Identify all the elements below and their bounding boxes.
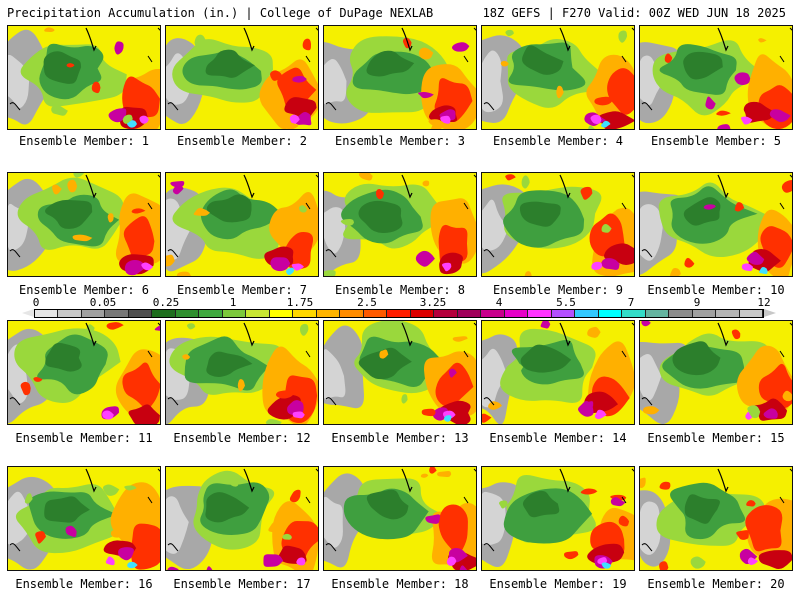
member-map-14 xyxy=(481,320,635,425)
member-label: Ensemble Member: 11 xyxy=(15,431,153,445)
member-label: Ensemble Member: 3 xyxy=(334,134,466,148)
colorbar-swatch xyxy=(410,310,435,317)
member-map-2 xyxy=(165,25,319,130)
colorbar-swatch xyxy=(105,310,129,317)
colorbar-swatch xyxy=(598,310,623,317)
member-map-13 xyxy=(323,320,477,425)
colorbar-tick-label: 2.5 xyxy=(357,296,377,309)
member-label: Ensemble Member: 6 xyxy=(18,283,150,297)
colorbar-swatch xyxy=(645,310,670,317)
member-map-5 xyxy=(639,25,793,130)
colorbar-right-arrow xyxy=(764,309,776,317)
colorbar-swatch xyxy=(199,310,223,317)
member-map-12 xyxy=(165,320,319,425)
colorbar-swatch xyxy=(669,310,693,317)
colorbar-tick-label: 1.75 xyxy=(286,296,314,309)
member-label: Ensemble Member: 10 xyxy=(647,283,785,297)
member-map-10 xyxy=(639,172,793,277)
chart-title: Precipitation Accumulation (in.) | Colle… xyxy=(7,6,434,20)
colorbar-swatch xyxy=(246,310,270,317)
colorbar-tick-label: 0.05 xyxy=(89,296,117,309)
member-map-19 xyxy=(481,466,635,571)
colorbar-swatch xyxy=(128,310,153,317)
member-label: Ensemble Member: 19 xyxy=(489,577,627,591)
member-label: Ensemble Member: 1 xyxy=(18,134,150,148)
member-label: Ensemble Member: 20 xyxy=(647,577,785,591)
colorbar-tick-label: 5.5 xyxy=(556,296,576,309)
member-label: Ensemble Member: 12 xyxy=(173,431,311,445)
member-map-9 xyxy=(481,172,635,277)
member-label: Ensemble Member: 16 xyxy=(15,577,153,591)
colorbar-tick-label: 0.25 xyxy=(152,296,180,309)
colorbar-swatch xyxy=(152,310,176,317)
colorbar-swatch xyxy=(387,310,411,317)
colorbar-swatch xyxy=(716,310,740,317)
colorbar-swatch xyxy=(58,310,82,317)
member-map-17 xyxy=(165,466,319,571)
colorbar-swatch xyxy=(504,310,529,317)
colorbar-swatch xyxy=(622,310,646,317)
colorbar-swatch xyxy=(434,310,458,317)
colorbar-swatch xyxy=(81,310,106,317)
colorbar-swatch xyxy=(363,310,388,317)
member-label: Ensemble Member: 2 xyxy=(176,134,308,148)
colorbar-tick-label: 3.25 xyxy=(419,296,447,309)
member-map-15 xyxy=(639,320,793,425)
member-label: Ensemble Member: 7 xyxy=(176,283,308,297)
colorbar-swatch xyxy=(340,310,364,317)
member-map-11 xyxy=(7,320,161,425)
member-label: Ensemble Member: 17 xyxy=(173,577,311,591)
colorbar-tick-label: 7 xyxy=(627,296,635,309)
colorbar-swatch xyxy=(175,310,200,317)
member-label: Ensemble Member: 8 xyxy=(334,283,466,297)
member-label: Ensemble Member: 9 xyxy=(492,283,624,297)
member-map-6 xyxy=(7,172,161,277)
member-map-16 xyxy=(7,466,161,571)
member-map-1 xyxy=(7,25,161,130)
colorbar-tick-label: 12 xyxy=(757,296,771,309)
colorbar-swatch xyxy=(575,310,599,317)
member-map-4 xyxy=(481,25,635,130)
member-label: Ensemble Member: 5 xyxy=(650,134,782,148)
member-map-3 xyxy=(323,25,477,130)
colorbar-swatch xyxy=(528,310,552,317)
colorbar xyxy=(34,309,764,318)
member-map-7 xyxy=(165,172,319,277)
model-run-info: 18Z GEFS | F270 Valid: 00Z WED JUN 18 20… xyxy=(482,6,786,20)
member-label: Ensemble Member: 15 xyxy=(647,431,785,445)
colorbar-swatch xyxy=(316,310,341,317)
colorbar-swatch xyxy=(692,310,717,317)
colorbar-swatch xyxy=(457,310,482,317)
colorbar-swatch xyxy=(481,310,505,317)
member-label: Ensemble Member: 4 xyxy=(492,134,624,148)
colorbar-tick-label: 9 xyxy=(693,296,701,309)
colorbar-tick-label: 0 xyxy=(32,296,40,309)
member-map-18 xyxy=(323,466,477,571)
member-label: Ensemble Member: 14 xyxy=(489,431,627,445)
member-label: Ensemble Member: 13 xyxy=(331,431,469,445)
colorbar-swatch xyxy=(739,310,764,317)
colorbar-swatch xyxy=(269,310,294,317)
colorbar-swatch xyxy=(293,310,317,317)
colorbar-tick-label: 4 xyxy=(495,296,503,309)
colorbar-swatch xyxy=(551,310,576,317)
member-label: Ensemble Member: 18 xyxy=(331,577,469,591)
member-map-20 xyxy=(639,466,793,571)
member-map-8 xyxy=(323,172,477,277)
colorbar-left-arrow xyxy=(22,309,34,317)
colorbar-swatch xyxy=(35,310,59,317)
colorbar-tick-label: 1 xyxy=(229,296,237,309)
colorbar-swatch xyxy=(222,310,247,317)
